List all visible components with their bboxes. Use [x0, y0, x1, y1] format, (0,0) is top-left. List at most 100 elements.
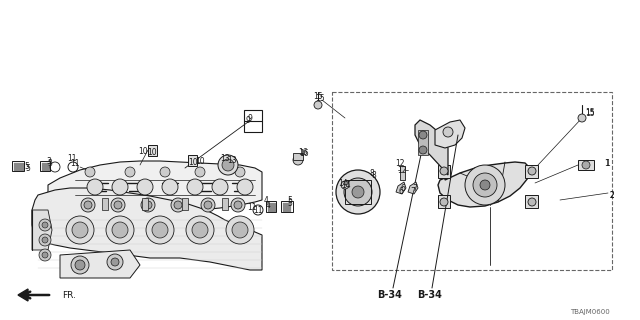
- Bar: [281, 201, 293, 212]
- Circle shape: [440, 198, 448, 206]
- Text: 9: 9: [248, 114, 252, 123]
- Polygon shape: [438, 165, 450, 178]
- Text: 13: 13: [220, 154, 230, 163]
- Text: 11: 11: [253, 205, 263, 214]
- Circle shape: [192, 222, 208, 238]
- Circle shape: [336, 170, 380, 214]
- Circle shape: [480, 180, 490, 190]
- Bar: [244, 110, 262, 132]
- Circle shape: [112, 222, 128, 238]
- Text: 16: 16: [298, 148, 308, 156]
- Bar: [148, 145, 157, 156]
- Circle shape: [578, 114, 586, 122]
- Bar: [16, 163, 17, 171]
- Bar: [142, 198, 148, 210]
- Text: 12: 12: [396, 158, 404, 167]
- Text: 15: 15: [585, 108, 595, 116]
- Bar: [289, 203, 291, 212]
- Circle shape: [137, 179, 153, 195]
- Text: 3: 3: [47, 158, 52, 167]
- Circle shape: [231, 198, 245, 212]
- Polygon shape: [438, 162, 530, 207]
- Circle shape: [39, 234, 51, 246]
- Text: B-34: B-34: [378, 290, 403, 300]
- Circle shape: [344, 178, 372, 206]
- Circle shape: [84, 201, 92, 209]
- Text: 1: 1: [605, 158, 609, 167]
- Polygon shape: [32, 210, 52, 250]
- Bar: [188, 155, 197, 166]
- Circle shape: [201, 198, 215, 212]
- Text: 10: 10: [138, 147, 148, 156]
- Bar: [20, 163, 22, 171]
- Circle shape: [187, 179, 203, 195]
- Circle shape: [465, 165, 505, 205]
- Text: 3: 3: [47, 156, 51, 165]
- Circle shape: [234, 201, 242, 209]
- Text: 15: 15: [313, 92, 323, 100]
- Circle shape: [160, 167, 170, 177]
- Polygon shape: [60, 250, 140, 278]
- Circle shape: [204, 201, 212, 209]
- Circle shape: [72, 222, 88, 238]
- Circle shape: [171, 198, 185, 212]
- Circle shape: [42, 252, 48, 258]
- Bar: [418, 130, 428, 155]
- Text: 1: 1: [605, 158, 611, 167]
- Text: 6: 6: [399, 187, 403, 196]
- Circle shape: [87, 179, 103, 195]
- Bar: [293, 153, 303, 160]
- Text: 15: 15: [585, 108, 595, 117]
- Text: 4: 4: [266, 201, 271, 210]
- Bar: [345, 180, 371, 204]
- Circle shape: [419, 131, 427, 139]
- Circle shape: [528, 198, 536, 206]
- Circle shape: [75, 260, 85, 270]
- Bar: [14, 163, 15, 171]
- Bar: [400, 166, 405, 180]
- Bar: [578, 160, 594, 170]
- Circle shape: [125, 167, 135, 177]
- Bar: [285, 203, 287, 212]
- Circle shape: [42, 222, 48, 228]
- Circle shape: [226, 216, 254, 244]
- Circle shape: [81, 198, 95, 212]
- Bar: [40, 161, 50, 171]
- Circle shape: [42, 237, 48, 243]
- Polygon shape: [396, 182, 406, 194]
- Text: 5: 5: [287, 196, 292, 204]
- Text: 5: 5: [24, 162, 29, 171]
- Circle shape: [473, 173, 497, 197]
- Text: 10: 10: [147, 148, 157, 156]
- Polygon shape: [525, 195, 538, 208]
- Circle shape: [314, 101, 322, 109]
- Bar: [332, 92, 612, 270]
- Circle shape: [112, 179, 128, 195]
- Bar: [182, 198, 188, 210]
- Circle shape: [111, 198, 125, 212]
- Polygon shape: [48, 161, 262, 213]
- Circle shape: [114, 201, 122, 209]
- Text: 11: 11: [247, 203, 257, 212]
- Circle shape: [152, 222, 168, 238]
- Text: TBAJM0600: TBAJM0600: [570, 309, 610, 315]
- Polygon shape: [415, 120, 448, 175]
- Text: 2: 2: [610, 190, 614, 199]
- Text: 14: 14: [341, 180, 351, 189]
- Circle shape: [212, 179, 228, 195]
- Text: 10: 10: [195, 156, 205, 165]
- Text: 14: 14: [338, 179, 348, 188]
- Circle shape: [341, 181, 349, 189]
- Circle shape: [85, 167, 95, 177]
- Text: 12: 12: [397, 165, 407, 174]
- Bar: [46, 163, 47, 171]
- Circle shape: [443, 127, 453, 137]
- Circle shape: [66, 216, 94, 244]
- Circle shape: [186, 216, 214, 244]
- Circle shape: [440, 167, 448, 175]
- Bar: [268, 203, 269, 212]
- Circle shape: [39, 219, 51, 231]
- Bar: [48, 163, 49, 171]
- Text: 5: 5: [287, 198, 292, 207]
- Bar: [102, 198, 108, 210]
